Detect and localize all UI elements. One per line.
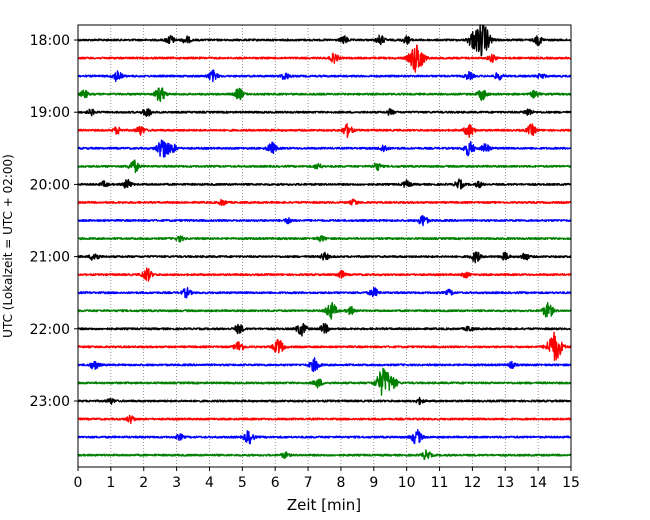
- x-tick-label: 0: [74, 475, 83, 491]
- x-axis-ticks: 0 1 2 3 4 5 6 7 8 9 10 11 12 13 14 15: [74, 467, 580, 491]
- trace-line-1915: [77, 123, 572, 139]
- y-tick-label: 19:00: [30, 105, 70, 121]
- y-tick-label: 20:00: [30, 177, 70, 193]
- trace-line-2245: [77, 367, 572, 396]
- y-axis-ticks: 18:00 19:00 20:00 21:00 22:00 23:00: [30, 33, 78, 410]
- y-tick-label: 23:00: [30, 394, 70, 410]
- x-tick-label: 11: [431, 475, 449, 491]
- trace-line-2230: [77, 357, 572, 373]
- trace-line-2330: [77, 429, 572, 445]
- trace-line-2345: [77, 449, 572, 461]
- trace-line-2215: [77, 331, 572, 362]
- trace-line-2030: [77, 215, 572, 227]
- plot-frame: [77, 24, 572, 468]
- x-axis-label: Zeit [min]: [287, 496, 361, 514]
- x-tick-label: 6: [271, 475, 280, 491]
- x-tick-label: 10: [398, 475, 416, 491]
- x-tick-label: 1: [106, 475, 115, 491]
- trace-line-2130: [77, 286, 572, 299]
- trace-line-1800: [77, 24, 572, 57]
- x-tick-label: 9: [369, 475, 378, 491]
- trace-line-2300: [77, 396, 572, 406]
- y-tick-label: 21:00: [30, 250, 70, 266]
- trace-lines: [77, 24, 572, 461]
- y-tick-label: 18:00: [30, 33, 70, 49]
- trace-line-2115: [77, 267, 572, 282]
- trace-line-2315: [77, 414, 572, 425]
- trace-line-2000: [77, 178, 572, 190]
- trace-line-2145: [77, 301, 572, 320]
- trace-line-1830: [77, 69, 572, 83]
- trace-line-2200: [77, 322, 572, 337]
- x-tick-label: 5: [238, 475, 247, 491]
- x-tick-label: 4: [205, 475, 214, 491]
- x-tick-label: 12: [463, 475, 481, 491]
- x-tick-label: 14: [529, 475, 547, 491]
- trace-line-1900: [77, 108, 572, 118]
- x-tick-label: 2: [139, 475, 148, 491]
- x-tick-label: 13: [496, 475, 514, 491]
- y-axis-label: UTC (Lokalzeit = UTC + 02:00): [1, 154, 15, 338]
- trace-line-1845: [77, 87, 572, 102]
- y-tick-label: 22:00: [30, 322, 70, 338]
- x-tick-label: 7: [304, 475, 313, 491]
- trace-line-2015: [77, 198, 572, 207]
- x-tick-label: 8: [336, 475, 345, 491]
- trace-line-2045: [77, 235, 572, 243]
- x-tick-label: 3: [172, 475, 181, 491]
- trace-line-1930: [77, 139, 572, 158]
- trace-line-1945: [77, 159, 572, 174]
- trace-line-2100: [77, 251, 572, 264]
- x-tick-label: 15: [562, 475, 580, 491]
- trace-line-1815: [77, 44, 572, 73]
